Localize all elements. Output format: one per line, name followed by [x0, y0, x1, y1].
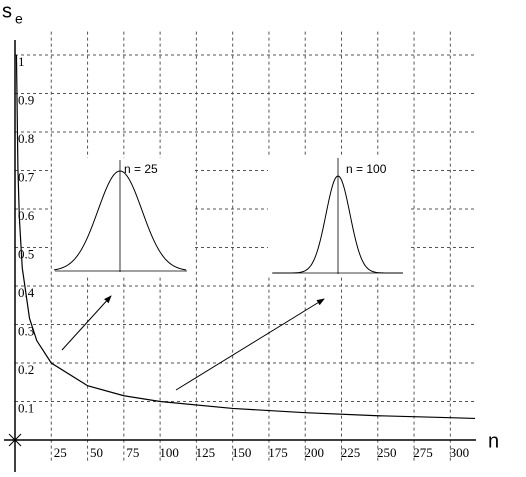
y-tick-label: 0.2 [18, 362, 34, 377]
x-tick-label: 200 [304, 445, 324, 460]
x-tick-label: 50 [90, 445, 103, 460]
y-tick-label: 0.1 [18, 400, 34, 415]
y-tick-label: 0.7 [18, 169, 35, 184]
inset-2: n = 100 [268, 156, 408, 276]
x-tick-label: 275 [413, 445, 433, 460]
x-tick-label: 100 [159, 445, 179, 460]
y-tick-label: 0.9 [18, 92, 34, 107]
y-tick-label: 0.6 [18, 208, 35, 223]
x-tick-label: 125 [196, 445, 216, 460]
annotation: n = 25 [124, 162, 158, 176]
y-axis-label: s [2, 0, 12, 22]
x-tick-label: 300 [450, 445, 470, 460]
inset-1: n = 25 [52, 158, 192, 276]
x-tick-label: 175 [268, 445, 288, 460]
x-tick-label: 250 [377, 445, 397, 460]
y-tick-label: 1 [18, 54, 25, 69]
x-tick-label: 75 [126, 445, 139, 460]
origin-marker [8, 433, 22, 447]
x-tick-label: 150 [232, 445, 252, 460]
arrow [175, 298, 325, 391]
x-tick-label: 225 [341, 445, 361, 460]
x-tick-label: 25 [54, 445, 67, 460]
y-axis-label-subscript: e [15, 11, 23, 27]
y-tick-label: 0.8 [18, 131, 34, 146]
x-axis-label: n [488, 430, 499, 452]
arrow [61, 295, 112, 351]
annotation: n = 100 [346, 162, 387, 176]
grid [15, 31, 475, 462]
y-tick-label: 0.3 [18, 323, 34, 338]
line [15, 54, 476, 420]
y-tick-label: 0.5 [18, 246, 34, 261]
